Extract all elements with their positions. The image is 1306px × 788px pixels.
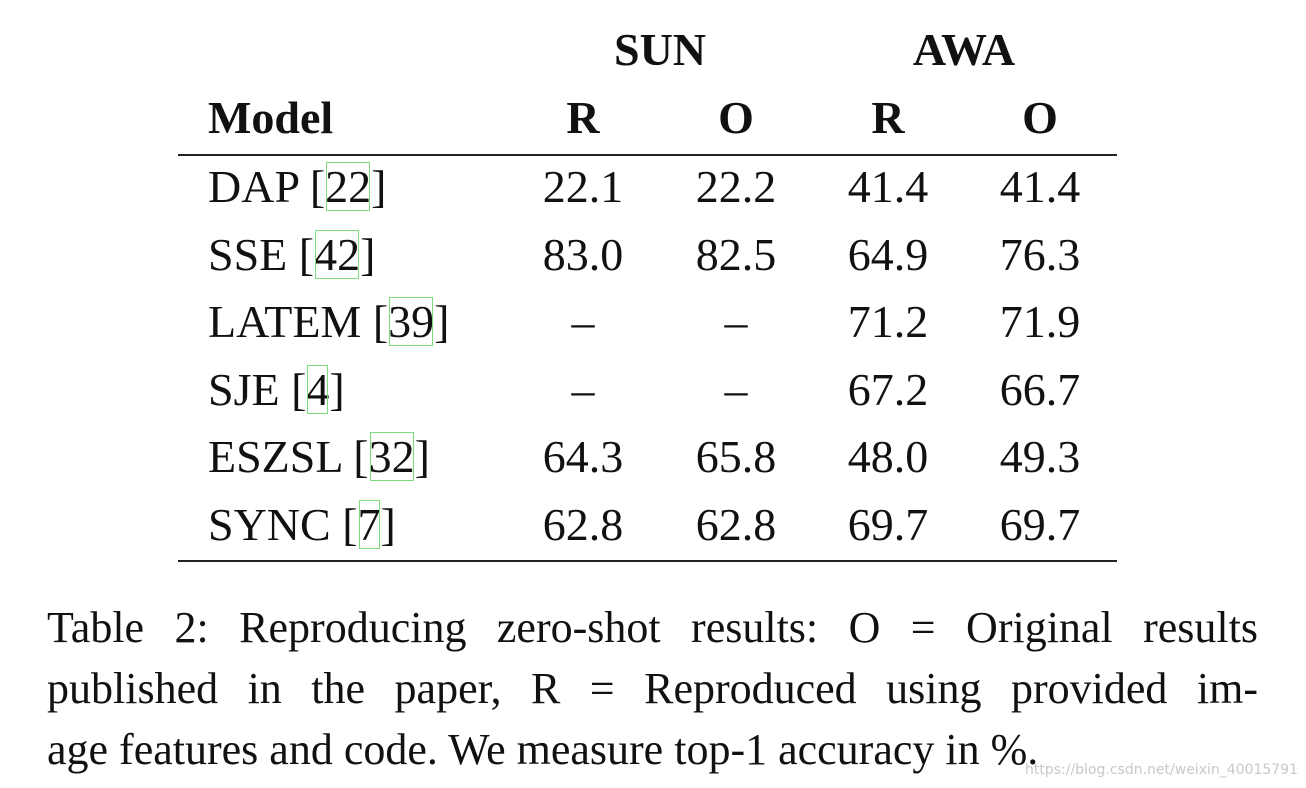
group-header: SUN	[613, 24, 707, 75]
bracket: ]	[360, 228, 376, 280]
header-rule	[178, 154, 1117, 156]
value-cell: –	[724, 363, 748, 415]
value-cell: 71.9	[999, 296, 1081, 347]
caption-line: age features and code. We measure top-1 …	[47, 725, 1039, 774]
value-cell: 22.1	[542, 161, 624, 212]
bracket: [	[353, 431, 369, 482]
column-header: Model	[208, 92, 334, 143]
value-cell: 82.5	[695, 228, 777, 280]
value-cell: 71.2	[847, 296, 929, 347]
bracket: ]	[414, 431, 430, 482]
value-cell: 69.7	[999, 498, 1081, 550]
model-cell: SYNC [7]	[208, 498, 396, 550]
model-cell: SSE [42]	[208, 228, 376, 280]
value-cell: 64.3	[542, 431, 624, 482]
bracket: ]	[434, 296, 450, 347]
caption-line: Table 2: Reproducing zero-shot results: …	[47, 603, 1258, 652]
value-cell: 62.8	[695, 498, 777, 550]
value-cell: 67.2	[847, 363, 929, 415]
model-name: SSE	[208, 228, 288, 280]
value-cell: 62.8	[542, 498, 624, 550]
value-cell: 69.7	[847, 498, 929, 550]
model-cell: ESZSL [32]	[208, 431, 430, 482]
value-cell: 48.0	[847, 431, 929, 482]
value-cell: 64.9	[847, 228, 929, 280]
model-name: SYNC	[208, 498, 331, 550]
bracket: [	[309, 161, 326, 212]
bracket: [	[342, 498, 358, 550]
citation: 22	[325, 161, 372, 212]
model-cell: DAP [22]	[208, 161, 387, 212]
citation: 39	[388, 296, 435, 347]
column-header: R	[566, 92, 600, 143]
bracket: ]	[371, 161, 387, 212]
bracket: [	[298, 228, 315, 280]
column-header: O	[1022, 92, 1058, 143]
group-header: AWA	[912, 24, 1016, 75]
value-cell: –	[724, 296, 748, 347]
value-cell: 76.3	[999, 228, 1081, 280]
model-name: SJE	[208, 363, 280, 415]
value-cell: 66.7	[999, 363, 1081, 415]
value-cell: 83.0	[542, 228, 624, 280]
watermark: https://blog.csdn.net/weixin_40015791	[1024, 762, 1298, 778]
model-name: DAP	[208, 161, 299, 212]
model-name: LATEM	[208, 296, 362, 347]
bracket: [	[372, 296, 389, 347]
value-cell: –	[571, 363, 595, 415]
citation: 42	[314, 228, 361, 280]
model-name: ESZSL	[208, 431, 342, 482]
caption-line: published in the paper, R = Reproduced u…	[47, 664, 1258, 713]
model-cell: SJE [4]	[208, 363, 345, 415]
value-cell: –	[571, 296, 595, 347]
model-cell: LATEM [39]	[208, 296, 450, 347]
bottom-rule	[178, 560, 1117, 562]
value-cell: 49.3	[999, 431, 1081, 482]
column-header: R	[871, 92, 905, 143]
bracket: ]	[380, 498, 396, 550]
bracket: ]	[329, 363, 345, 415]
citation: 4	[306, 363, 330, 415]
citation: 32	[368, 431, 415, 482]
value-cell: 41.4	[847, 161, 929, 212]
value-cell: 41.4	[999, 161, 1081, 212]
citation: 7	[357, 498, 381, 550]
value-cell: 22.2	[695, 161, 777, 212]
value-cell: 65.8	[695, 431, 777, 482]
column-header: O	[718, 92, 754, 143]
bracket: [	[291, 363, 307, 415]
